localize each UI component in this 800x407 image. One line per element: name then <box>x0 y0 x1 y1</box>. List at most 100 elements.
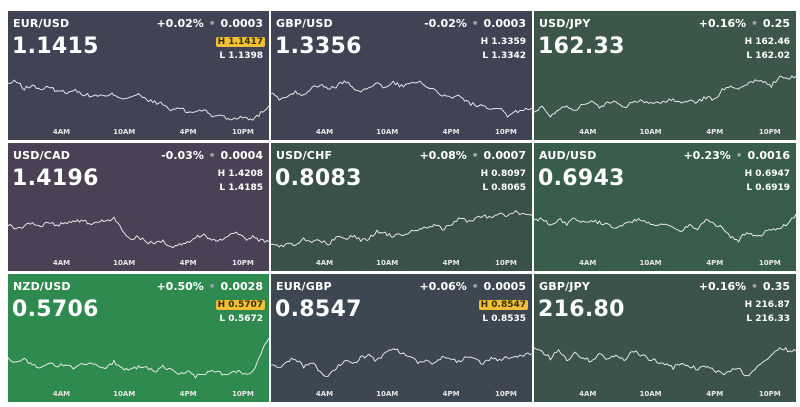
time-axis-label: 10PM <box>758 128 781 136</box>
low-value: L 0.8065 <box>482 183 526 193</box>
time-axis-label: 10PM <box>758 390 781 398</box>
pair-label: USD/JPY <box>539 17 591 30</box>
tile-eur-usd[interactable]: EUR/USD +0.02% • 0.0003 1.1415 H 1.1417 L 1.… <box>8 11 269 140</box>
low-value: L 162.02 <box>746 51 790 61</box>
pair-label: EUR/GBP <box>276 280 332 293</box>
tile-gbp-usd[interactable]: GBP/USD -0.02% • 0.0003 1.3356 H 1.3359 L 1.… <box>271 11 532 140</box>
price-sparkline <box>534 347 796 377</box>
separator-dot: • <box>204 149 220 162</box>
change-readout: +0.23% • 0.0016 <box>683 149 790 162</box>
time-axis-label: 10AM <box>376 259 399 267</box>
time-axis-label: 10AM <box>113 390 136 398</box>
change-absolute: 0.35 <box>762 280 790 293</box>
high-value: H 0.8097 <box>480 169 526 179</box>
high-value: H 1.3359 <box>480 37 526 47</box>
price: 1.3356 <box>275 34 362 59</box>
change-readout: +0.16% • 0.25 <box>699 17 790 30</box>
change-percent: -0.02% <box>424 17 467 30</box>
sparkline-path <box>271 80 532 118</box>
time-axis-label: 4AM <box>579 259 597 267</box>
high-value: H 216.87 <box>744 300 790 310</box>
sparkline-path <box>534 213 796 243</box>
time-axis-label: 4PM <box>442 259 460 267</box>
separator-dot: • <box>731 149 747 162</box>
high-value: H 1.4208 <box>217 169 263 179</box>
change-absolute: 0.0004 <box>220 149 263 162</box>
sparkline-path <box>534 347 796 377</box>
tile-gbp-jpy[interactable]: GBP/JPY +0.16% • 0.35 216.80 H 216.87 L 216.… <box>534 274 796 402</box>
price: 0.5706 <box>12 297 99 322</box>
time-axis-label: 10AM <box>376 128 399 136</box>
pair-label: USD/CHF <box>276 149 333 162</box>
time-axis-label: 4PM <box>179 259 197 267</box>
time-axis-label: 10AM <box>639 259 662 267</box>
separator-dot: • <box>204 280 220 293</box>
change-percent: +0.06% <box>419 280 467 293</box>
tile-aud-usd[interactable]: AUD/USD +0.23% • 0.0016 0.6943 H 0.6947 L 0.… <box>534 143 796 271</box>
change-percent: +0.16% <box>698 280 747 293</box>
high-value: H 0.6947 <box>744 169 790 179</box>
change-readout: +0.06% • 0.0005 <box>419 280 526 293</box>
change-readout: +0.16% • 0.35 <box>699 280 790 293</box>
change-readout: -0.02% • 0.0003 <box>424 17 526 30</box>
time-axis-label: 10PM <box>494 390 517 398</box>
pair-label: USD/CAD <box>13 149 71 162</box>
change-readout: +0.50% • 0.0028 <box>156 280 263 293</box>
price-sparkline <box>271 210 532 248</box>
time-axis-label: 4PM <box>442 390 460 398</box>
low-value: L 1.1398 <box>219 51 263 61</box>
high-value: H 0.5707 <box>215 300 265 310</box>
tile-eur-gbp[interactable]: EUR/GBP +0.06% • 0.0005 0.8547 H 0.8547 L 0.… <box>271 274 532 402</box>
pair-label: GBP/USD <box>276 17 333 30</box>
time-axis-label: 4AM <box>52 259 71 267</box>
price-sparkline <box>271 348 532 378</box>
pair-label: EUR/USD <box>13 17 70 30</box>
low-value: L 0.6919 <box>746 183 790 193</box>
price: 162.33 <box>538 34 625 59</box>
price-sparkline <box>8 216 269 249</box>
price: 0.8547 <box>275 297 362 322</box>
change-absolute: 0.0003 <box>483 17 526 30</box>
change-readout: +0.08% • 0.0007 <box>419 149 526 162</box>
price-sparkline <box>534 213 796 243</box>
change-absolute: 0.0005 <box>483 280 526 293</box>
separator-dot: • <box>204 17 220 30</box>
sparkline-path <box>8 337 269 379</box>
time-axis-label: 10PM <box>494 259 517 267</box>
time-axis-label: 10AM <box>639 128 662 136</box>
time-axis-label: 4AM <box>315 128 334 136</box>
low-value: L 1.4185 <box>219 183 263 193</box>
time-axis-label: 10PM <box>231 390 254 398</box>
separator-dot: • <box>747 280 762 293</box>
time-axis-label: 10PM <box>231 259 254 267</box>
change-readout: +0.02% • 0.0003 <box>156 17 263 30</box>
change-absolute: 0.0003 <box>220 17 263 30</box>
separator-dot: • <box>467 17 483 30</box>
time-axis-label: 10AM <box>376 390 399 398</box>
price-sparkline <box>534 75 796 118</box>
price: 0.8083 <box>275 166 362 191</box>
time-axis-label: 4PM <box>442 128 460 136</box>
sparkline-path <box>534 75 796 118</box>
low-value: L 216.33 <box>746 314 790 324</box>
time-axis-label: 4AM <box>52 128 71 136</box>
change-percent: +0.16% <box>698 17 747 30</box>
separator-dot: • <box>467 149 483 162</box>
time-axis-label: 10PM <box>758 259 781 267</box>
price: 0.6943 <box>538 166 625 191</box>
high-value: H 162.46 <box>744 37 790 47</box>
separator-dot: • <box>747 17 762 30</box>
low-value: L 0.5672 <box>219 314 263 324</box>
pair-label: AUD/USD <box>539 149 597 162</box>
tile-usd-jpy[interactable]: USD/JPY +0.16% • 0.25 162.33 H 162.46 L 162.… <box>534 11 796 140</box>
change-absolute: 0.0028 <box>220 280 263 293</box>
tile-nzd-usd[interactable]: NZD/USD +0.50% • 0.0028 0.5706 H 0.5707 L 0.… <box>8 274 269 402</box>
change-percent: -0.03% <box>161 149 204 162</box>
change-percent: +0.23% <box>683 149 731 162</box>
tile-usd-chf[interactable]: USD/CHF +0.08% • 0.0007 0.8083 H 0.8097 L 0.… <box>271 143 532 271</box>
tile-usd-cad[interactable]: USD/CAD -0.03% • 0.0004 1.4196 H 1.4208 L 1.… <box>8 143 269 271</box>
high-value: H 0.8547 <box>478 300 528 310</box>
time-axis-label: 4AM <box>52 390 71 398</box>
price: 216.80 <box>538 297 625 322</box>
